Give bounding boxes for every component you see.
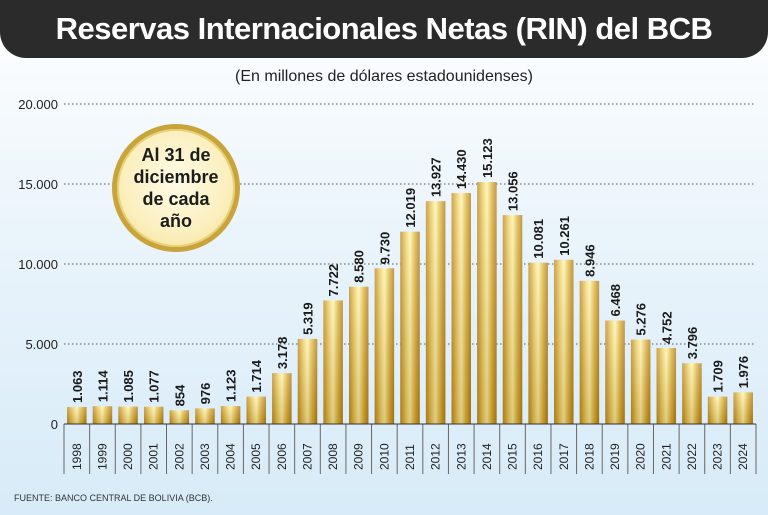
x-tick-label: 2005	[249, 443, 263, 470]
bar-shade	[605, 320, 625, 424]
bar-value-label: 1.063	[70, 370, 85, 403]
bar-value-label: 1.123	[224, 369, 239, 402]
x-tick-label: 2023	[711, 443, 725, 470]
y-tick-label: 5.000	[25, 337, 58, 352]
bar-shade	[528, 262, 548, 424]
bar-value-label: 6.468	[608, 284, 623, 317]
bar-value-label: 8.946	[582, 244, 597, 277]
x-tick-label: 2016	[531, 443, 545, 470]
bar-value-label: 4.752	[659, 311, 674, 344]
bar-shade	[118, 406, 138, 424]
bar-value-label: 7.722	[326, 264, 341, 297]
x-tick-label: 2021	[659, 443, 673, 470]
bar-value-label: 10.081	[531, 219, 546, 259]
bar-value-label: 976	[198, 383, 213, 405]
bar-value-label: 1.114	[95, 370, 110, 403]
x-tick-label: 2000	[121, 443, 135, 470]
y-tick-label: 20.000	[18, 97, 58, 112]
bar-shade	[733, 392, 753, 424]
bar-shade	[220, 406, 241, 424]
bar-value-label: 1.976	[736, 356, 751, 389]
date-note-text: Al 31 de diciembre de cada año	[133, 145, 219, 231]
bar-shade	[451, 193, 471, 424]
bar-value-label: 14.430	[454, 149, 469, 189]
x-tick-label: 2003	[198, 443, 212, 470]
bar-value-label: 5.319	[300, 302, 315, 335]
bar-value-label: 5.276	[634, 303, 649, 336]
bar-shade	[477, 182, 497, 424]
bar-shade	[195, 408, 215, 424]
x-tick-label: 2020	[634, 443, 648, 470]
x-tick-label: 2024	[736, 443, 750, 470]
bar-shade	[707, 396, 728, 424]
bar-value-label: 15.123	[480, 138, 495, 178]
bar-shade	[630, 339, 651, 424]
title-bar: Reservas Internacionales Netas (RIN) del…	[0, 0, 768, 58]
x-tick-label: 2001	[147, 443, 161, 470]
bar-shade	[349, 286, 369, 424]
x-tick-label: 1999	[95, 443, 109, 470]
bar-shade	[502, 215, 523, 424]
x-tick-label: 2009	[352, 443, 366, 470]
bar-shade	[323, 300, 343, 424]
bar-value-label: 10.261	[557, 216, 572, 256]
x-tick-label: 2014	[480, 443, 494, 470]
bar-value-label: 3.796	[685, 327, 700, 360]
bar-shade	[67, 406, 87, 424]
bar-value-label: 1.085	[121, 370, 136, 403]
bar-shade	[92, 406, 113, 424]
bar-shade	[143, 406, 164, 424]
bar-shade	[554, 259, 574, 424]
bar-shade	[297, 338, 318, 424]
bar-value-label: 12.019	[403, 188, 418, 228]
bar-value-label: 1.077	[147, 370, 162, 403]
date-note-badge: Al 31 de diciembre de cada año	[112, 124, 240, 252]
bar-shade	[272, 373, 292, 424]
bar-shade	[246, 396, 266, 424]
x-tick-label: 2007	[300, 443, 314, 470]
bar-value-label: 8.580	[352, 250, 367, 283]
bar-value-label: 13.927	[429, 157, 444, 197]
chart-subtitle: (En millones de dólares estadounidenses)	[235, 68, 533, 85]
x-tick-label: 2013	[454, 443, 468, 470]
source-note: FUENTE: BANCO CENTRAL DE BOLIVIA (BCB).	[14, 493, 213, 503]
x-tick-label: 2015	[506, 443, 520, 470]
bar-shade	[169, 410, 190, 424]
x-tick-label: 2004	[224, 443, 238, 470]
bar-value-label: 1.714	[249, 359, 264, 392]
x-tick-label: 2011	[403, 444, 417, 470]
bar-shade	[579, 280, 600, 424]
bar-shade	[374, 268, 395, 424]
x-tick-label: 2019	[608, 443, 622, 470]
bar-shade	[656, 347, 677, 424]
x-tick-label: 2010	[377, 443, 391, 470]
bar-shade	[682, 363, 702, 424]
bar-value-label: 854	[172, 384, 187, 406]
bar-value-label: 1.709	[711, 360, 726, 393]
y-tick-label: 0	[51, 417, 58, 432]
y-tick-label: 10.000	[18, 257, 58, 272]
x-tick-label: 1998	[70, 443, 84, 470]
bar-shade	[400, 231, 420, 424]
bar-shade	[425, 201, 446, 424]
x-tick-label: 2018	[582, 443, 596, 470]
x-tick-label: 2017	[557, 443, 571, 470]
bar-value-label: 9.730	[377, 232, 392, 265]
bar-value-label: 13.056	[506, 171, 521, 211]
x-tick-label: 2022	[685, 443, 699, 470]
x-tick-label: 2002	[172, 443, 186, 470]
x-tick-label: 2012	[429, 443, 443, 470]
bar-value-label: 3.178	[275, 337, 290, 370]
chart-title: Reservas Internacionales Netas (RIN) del…	[55, 11, 713, 46]
x-tick-label: 2008	[326, 443, 340, 470]
x-tick-label: 2006	[275, 443, 289, 470]
y-tick-label: 15.000	[18, 177, 58, 192]
